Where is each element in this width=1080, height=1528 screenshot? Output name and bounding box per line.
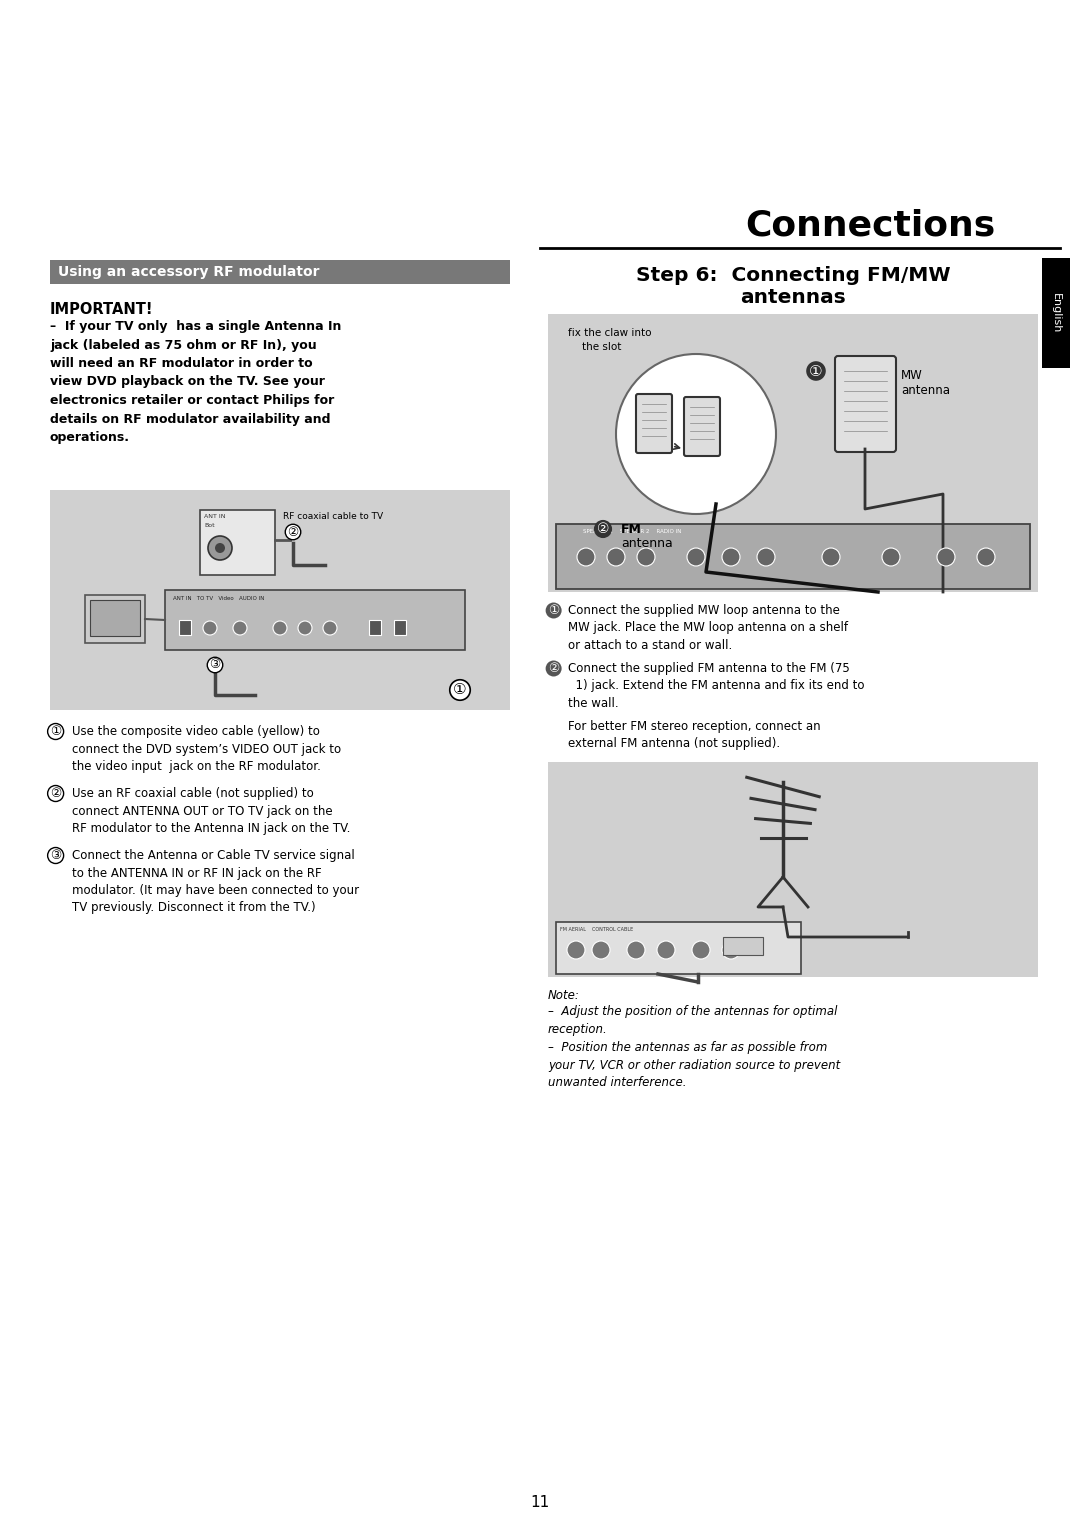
FancyBboxPatch shape [684, 397, 720, 455]
Text: Step 6:  Connecting FM/MW: Step 6: Connecting FM/MW [636, 266, 950, 286]
Text: FM AERIAL    CONTROL CABLE: FM AERIAL CONTROL CABLE [561, 927, 633, 932]
Text: RF coaxial cable to TV: RF coaxial cable to TV [283, 512, 383, 521]
Text: antennas: antennas [740, 287, 846, 307]
Circle shape [637, 549, 654, 565]
Text: ①: ① [50, 724, 62, 738]
FancyBboxPatch shape [835, 356, 896, 452]
Text: Connections: Connections [745, 208, 995, 241]
Text: MW
antenna: MW antenna [901, 368, 950, 397]
Bar [200, 510, 275, 575]
Circle shape [323, 620, 337, 636]
Circle shape [627, 941, 645, 960]
Text: ③: ③ [50, 850, 62, 862]
Bar [179, 620, 191, 636]
Circle shape [616, 354, 777, 513]
Text: Bot: Bot [204, 523, 215, 529]
Text: ANT IN: ANT IN [204, 513, 226, 520]
Text: –  If your TV only  has a single Antenna In
jack (labeled as 75 ohm or RF In), y: – If your TV only has a single Antenna I… [50, 319, 341, 445]
Bar [556, 921, 801, 973]
Circle shape [567, 941, 585, 960]
Text: ②: ② [50, 787, 62, 801]
Text: For better FM stereo reception, connect an
external FM antenna (not supplied).: For better FM stereo reception, connect … [568, 720, 821, 750]
Circle shape [298, 620, 312, 636]
Circle shape [208, 536, 232, 559]
Text: –  Adjust the position of the antennas for optimal
reception.: – Adjust the position of the antennas fo… [548, 1005, 837, 1036]
Circle shape [692, 941, 710, 960]
Text: ③: ③ [210, 659, 220, 671]
Circle shape [687, 549, 705, 565]
Text: ①: ① [454, 683, 467, 697]
Text: antenna: antenna [621, 536, 673, 550]
Text: –  Position the antennas as far as possible from
your TV, VCR or other radiation: – Position the antennas as far as possib… [548, 1041, 840, 1089]
Text: Using an accessory RF modulator: Using an accessory RF modulator [58, 264, 320, 280]
FancyBboxPatch shape [50, 490, 510, 711]
Circle shape [215, 542, 225, 553]
Circle shape [607, 549, 625, 565]
Text: fix the claw into: fix the claw into [568, 329, 651, 338]
Text: 11: 11 [530, 1494, 550, 1510]
Circle shape [882, 549, 900, 565]
Text: Connect the supplied MW loop antenna to the
MW jack. Place the MW loop antenna o: Connect the supplied MW loop antenna to … [568, 604, 848, 652]
Text: Use an RF coaxial cable (not supplied) to
connect ANTENNA OUT or TO TV jack on t: Use an RF coaxial cable (not supplied) t… [72, 787, 350, 834]
Circle shape [273, 620, 287, 636]
Circle shape [723, 941, 740, 960]
Circle shape [937, 549, 955, 565]
Text: ②: ② [548, 662, 559, 675]
Text: ①: ① [548, 604, 559, 617]
Circle shape [977, 549, 995, 565]
Circle shape [577, 549, 595, 565]
Text: Connect the Antenna or Cable TV service signal
to the ANTENNA IN or RF IN jack o: Connect the Antenna or Cable TV service … [72, 850, 360, 914]
Bar [394, 620, 406, 636]
Text: Note:: Note: [548, 989, 580, 1002]
Circle shape [657, 941, 675, 960]
Bar [369, 620, 381, 636]
Bar [90, 601, 140, 636]
Text: Connect the supplied FM antenna to the FM (75
  1) jack. Extend the FM antenna a: Connect the supplied FM antenna to the F… [568, 662, 864, 711]
Text: ①: ① [809, 364, 823, 379]
Text: ②: ② [597, 523, 609, 536]
Circle shape [757, 549, 775, 565]
FancyBboxPatch shape [636, 394, 672, 452]
Text: English: English [1051, 293, 1061, 333]
FancyBboxPatch shape [1042, 258, 1070, 368]
FancyBboxPatch shape [548, 313, 1038, 591]
Circle shape [592, 941, 610, 960]
Bar [85, 594, 145, 643]
Text: ②: ② [287, 526, 299, 538]
Text: the slot: the slot [582, 342, 621, 351]
Circle shape [203, 620, 217, 636]
Text: FM: FM [621, 523, 642, 536]
Text: Use the composite video cable (yellow) to
connect the DVD system’s VIDEO OUT jac: Use the composite video cable (yellow) t… [72, 724, 341, 773]
Circle shape [233, 620, 247, 636]
FancyBboxPatch shape [50, 260, 510, 284]
Bar [165, 590, 465, 649]
Text: SPEAKER 1    SPEAKER 2    RADIO IN: SPEAKER 1 SPEAKER 2 RADIO IN [583, 529, 681, 533]
Text: IMPORTANT!: IMPORTANT! [50, 303, 153, 316]
Text: ANT IN   TO TV   Video   AUDIO IN: ANT IN TO TV Video AUDIO IN [173, 596, 265, 601]
FancyBboxPatch shape [548, 762, 1038, 976]
Circle shape [822, 549, 840, 565]
Circle shape [723, 549, 740, 565]
Bar [723, 937, 762, 955]
Bar [556, 524, 1030, 588]
